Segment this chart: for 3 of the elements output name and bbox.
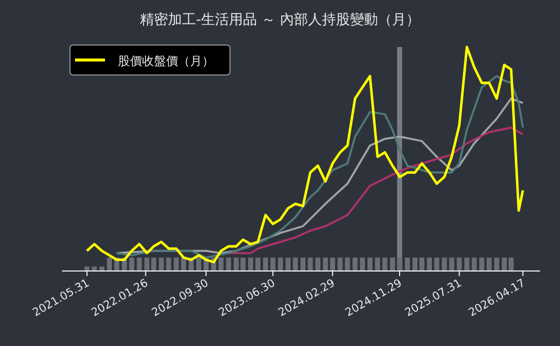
- chart-title: 精密加工-生活用品 ～ 內部人持股變動（月）: [140, 12, 420, 28]
- legend-label: 股價收盤價（月）: [118, 54, 214, 68]
- legend: 股價收盤價（月）: [70, 44, 230, 76]
